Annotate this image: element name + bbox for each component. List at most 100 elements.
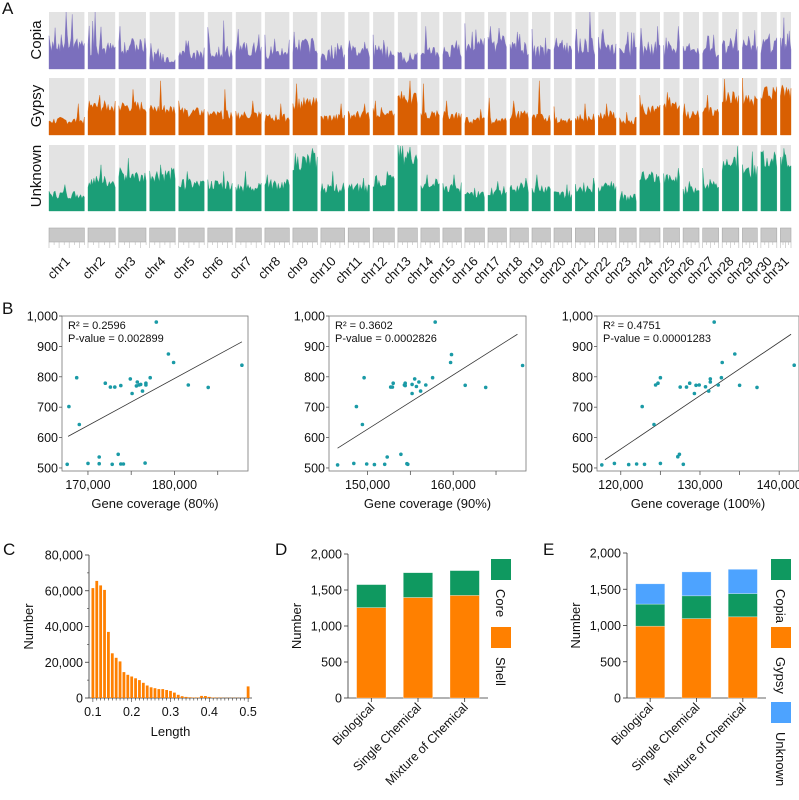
scatter-point [128, 377, 133, 381]
histogram-bar [145, 685, 149, 698]
y-tick-label: 80,000 [45, 549, 83, 563]
y-tick-label: 500 [304, 461, 325, 475]
y-tick-label: 1,000 [27, 310, 58, 324]
y-tick-label: 1,000 [294, 310, 325, 324]
density-area-copia [663, 26, 680, 70]
track-background-copia [397, 12, 418, 69]
density-area-copia [509, 31, 529, 70]
bar-segment-core [449, 570, 480, 596]
scatter-point [74, 375, 79, 380]
x-axis-label: Gene coverage (100%) [631, 496, 765, 511]
density-area-gypsy [575, 103, 595, 136]
density-area-copia [48, 11, 85, 70]
y-tick-label: 60,000 [45, 584, 83, 598]
histogram-bar [110, 653, 114, 698]
scatter-point [364, 462, 369, 466]
scatter-point [483, 385, 488, 390]
histogram-bar [246, 686, 250, 698]
panel-letter-a: A [2, 0, 14, 18]
scatter-point [463, 383, 468, 388]
scatter-point [737, 383, 742, 388]
density-area-gypsy [598, 103, 617, 136]
density-area-copia [464, 23, 485, 70]
density-area-unknown [397, 144, 418, 212]
y-tick-label: 500 [572, 461, 593, 475]
density-area-gypsy [531, 80, 551, 136]
bar-segment-copia [681, 595, 712, 619]
scatter-point [144, 381, 148, 386]
x-tick-label: 0.2 [123, 705, 140, 719]
scatter-point [362, 375, 366, 380]
scatter-point [448, 360, 453, 365]
density-area-gypsy [87, 95, 116, 136]
x-tick-label: 180,000 [152, 478, 197, 492]
chromosome-ideogram [619, 227, 637, 243]
y-tick-label: 800 [37, 370, 58, 384]
histogram-bar [107, 631, 110, 698]
chromosome-label: chr10 [305, 254, 339, 288]
density-area-gypsy [442, 100, 462, 136]
density-area-gypsy [553, 106, 572, 136]
legend-swatch-core [491, 559, 511, 580]
scatter-point [681, 462, 686, 467]
chromosome-ideogram [742, 227, 758, 243]
panel-letter-c: C [3, 540, 15, 559]
scatter-point [354, 404, 359, 409]
scatter-point [86, 461, 90, 466]
x-tick-label: 170,000 [65, 478, 110, 492]
row-label-gypsy: Gypsy [28, 84, 45, 127]
chromosome-label: chr1 [44, 254, 72, 282]
scatter-point [658, 461, 663, 466]
density-area-gypsy [420, 83, 440, 136]
chromosome-ideogram [574, 227, 596, 243]
scatter-point [138, 382, 143, 387]
density-area-unknown [207, 171, 233, 212]
density-area-copia [149, 43, 176, 70]
density-area-gypsy [48, 103, 85, 136]
density-area-gypsy [464, 109, 485, 136]
x-tick-label: 120,000 [598, 478, 643, 492]
scatter-point [403, 383, 408, 388]
scatter-point [119, 462, 123, 466]
density-area-copia [760, 33, 777, 70]
scatter-point [360, 422, 365, 427]
chromosome-ideogram [87, 227, 116, 243]
chromosome-ideogram [682, 227, 700, 243]
density-area-copia [639, 26, 661, 70]
density-area-unknown [420, 174, 440, 212]
density-area-gypsy [760, 86, 777, 136]
scatter-point [186, 383, 191, 387]
bar-segment-unknown [635, 583, 666, 605]
chromosome-ideogram [721, 227, 740, 243]
y-tick-label: 500 [37, 461, 58, 475]
chromosome-ideogram [509, 227, 529, 243]
bar-segment-gypsy [681, 618, 712, 699]
scatter-point [206, 385, 210, 390]
density-area-copia [619, 31, 637, 70]
y-tick-label: 1,000 [311, 620, 342, 634]
histogram-bar [118, 661, 122, 698]
chromosome-ideogram [420, 227, 440, 243]
scatter-point [417, 380, 421, 384]
density-area-gypsy [372, 100, 395, 136]
chromosome-ideogram [663, 227, 680, 243]
histogram-bar [122, 672, 126, 698]
density-area-unknown [702, 168, 719, 212]
chromosome-ideogram [760, 227, 778, 243]
legend-swatch-shell [491, 627, 511, 648]
chromosome-column-chr9: chr9 [283, 12, 318, 282]
histogram-bar [192, 697, 196, 698]
density-area-copia [553, 37, 572, 70]
density-area-unknown [487, 181, 507, 212]
scatter-point [720, 360, 724, 365]
scatter-point [694, 383, 698, 388]
scatter-point [65, 462, 69, 467]
density-area-gypsy [118, 89, 147, 136]
y-tick-label: 600 [572, 431, 593, 445]
chromosome-ideogram [597, 227, 617, 243]
scatter-point [520, 363, 525, 368]
histogram-bar [169, 690, 172, 698]
scatter-point [119, 383, 123, 388]
histogram-bar [207, 696, 211, 698]
y-tick-label: 900 [304, 340, 325, 354]
